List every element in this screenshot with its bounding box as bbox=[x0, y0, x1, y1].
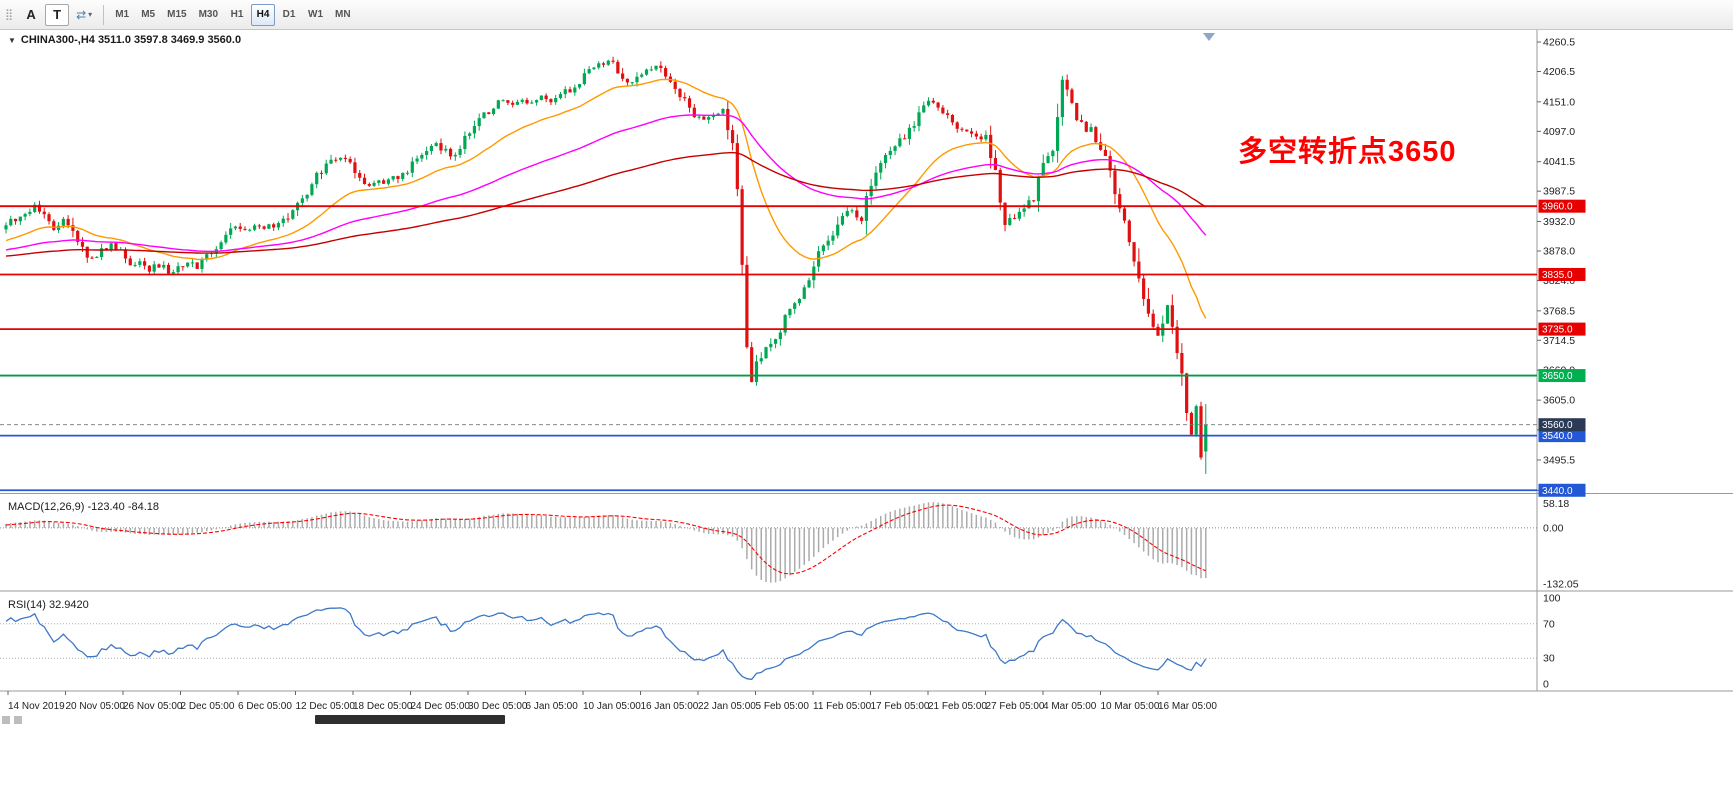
svg-text:3650.0: 3650.0 bbox=[1542, 371, 1573, 382]
rsi-line bbox=[5, 607, 1207, 681]
timeframe-button-h1[interactable]: H1 bbox=[225, 4, 249, 26]
timeframe-button-m1[interactable]: M1 bbox=[110, 4, 134, 26]
scrollbar-fragment bbox=[2, 716, 22, 724]
taskbar-fragment bbox=[315, 715, 505, 724]
rsi-axis-label: 0 bbox=[1543, 679, 1549, 691]
time-label: 17 Feb 05:00 bbox=[871, 701, 930, 712]
price-tick-label: 3605.0 bbox=[1543, 395, 1575, 407]
price-tick-label: 4260.5 bbox=[1543, 37, 1575, 49]
time-label: 11 Feb 05:00 bbox=[813, 701, 872, 712]
price-tag-3650.0: 3650.0 bbox=[1538, 369, 1586, 383]
time-label: 26 Nov 05:00 bbox=[123, 701, 183, 712]
svg-text:3835.0: 3835.0 bbox=[1542, 270, 1573, 281]
time-label: 4 Mar 05:00 bbox=[1043, 701, 1097, 712]
svg-text:3735.0: 3735.0 bbox=[1542, 325, 1573, 336]
timeframe-group: M1 M5 M15 M30 H1 H4 D1 W1 MN bbox=[109, 3, 356, 26]
timeframe-button-m15[interactable]: M15 bbox=[162, 4, 191, 26]
svg-text:3960.0: 3960.0 bbox=[1542, 202, 1573, 213]
time-label: 6 Jan 05:00 bbox=[526, 701, 579, 712]
text-tool-button[interactable]: T bbox=[45, 3, 70, 26]
time-label: 27 Feb 05:00 bbox=[986, 701, 1045, 712]
ma-fast-line[interactable] bbox=[5, 78, 1207, 319]
macd-axis-label: -132.05 bbox=[1543, 578, 1579, 590]
macd-axis-label: 58.18 bbox=[1543, 498, 1569, 510]
time-label: 24 Dec 05:00 bbox=[411, 701, 471, 712]
timeframe-button-mn[interactable]: MN bbox=[330, 4, 356, 26]
macd-histogram bbox=[5, 502, 1207, 583]
time-label: 21 Feb 05:00 bbox=[928, 701, 987, 712]
time-label: 12 Dec 05:00 bbox=[296, 701, 356, 712]
rsi-axis-label: 70 bbox=[1543, 618, 1555, 630]
time-label: 18 Dec 05:00 bbox=[353, 701, 413, 712]
rsi-axis-label: 30 bbox=[1543, 653, 1555, 665]
annotation-tool-button[interactable]: A bbox=[19, 4, 43, 26]
price-tag-3440.0: 3440.0 bbox=[1538, 483, 1586, 497]
chart-annotation[interactable]: 多空转折点3650 bbox=[1238, 136, 1457, 168]
time-label: 2 Dec 05:00 bbox=[181, 701, 235, 712]
time-label: 5 Feb 05:00 bbox=[756, 701, 810, 712]
cursor-tool-icon: ⇄ bbox=[76, 7, 87, 22]
price-tick-label: 3495.5 bbox=[1543, 454, 1575, 466]
timeframe-button-h4[interactable]: H4 bbox=[251, 3, 276, 26]
timeframe-button-w1[interactable]: W1 bbox=[303, 4, 328, 26]
macd-axis-label: 0.00 bbox=[1543, 522, 1564, 534]
price-tick-label: 4151.0 bbox=[1543, 96, 1575, 108]
price-tick-label: 4206.5 bbox=[1543, 66, 1575, 78]
price-tick-label: 4041.5 bbox=[1543, 156, 1575, 168]
chart-shift-marker-icon[interactable] bbox=[1203, 33, 1215, 41]
chart-region: 4260.5 4206.5 4151.0 4097.0 4041.5 3987.5 3932… bbox=[0, 30, 1733, 713]
svg-text:3440.0: 3440.0 bbox=[1542, 486, 1573, 497]
time-label: 14 Nov 2019 bbox=[8, 701, 65, 712]
time-label: 10 Jan 05:00 bbox=[583, 701, 641, 712]
time-label: 16 Mar 05:00 bbox=[1158, 701, 1217, 712]
macd-signal-line bbox=[5, 504, 1207, 575]
price-tag-3540.0: 3540.0 bbox=[1538, 429, 1586, 443]
price-tag-3835.0: 3835.0 bbox=[1538, 267, 1586, 281]
toolbar-grip-icon[interactable]: ⣿ bbox=[5, 9, 14, 21]
timeframe-button-d1[interactable]: D1 bbox=[277, 4, 301, 26]
chart-canvas[interactable]: 4260.5 4206.5 4151.0 4097.0 4041.5 3987.5 3932… bbox=[0, 30, 1733, 713]
candlesticks bbox=[4, 56, 1208, 474]
price-tick-label: 3932.0 bbox=[1543, 216, 1575, 228]
time-label: 6 Dec 05:00 bbox=[238, 701, 292, 712]
price-tick-label: 3987.5 bbox=[1543, 186, 1575, 198]
price-tag-3735.0: 3735.0 bbox=[1538, 322, 1586, 336]
time-label: 22 Jan 05:00 bbox=[698, 701, 756, 712]
timeframe-button-m30[interactable]: M30 bbox=[194, 4, 223, 26]
current-price-tag: 3560.0 bbox=[1538, 418, 1586, 432]
time-label: 16 Jan 05:00 bbox=[641, 701, 699, 712]
toolbar-separator bbox=[103, 4, 105, 25]
cursor-tool-button[interactable]: ⇄ ▾ bbox=[71, 4, 97, 26]
timeframe-button-m5[interactable]: M5 bbox=[136, 4, 160, 26]
svg-text:3560.0: 3560.0 bbox=[1542, 420, 1573, 431]
price-tag-3960.0: 3960.0 bbox=[1538, 199, 1586, 213]
ma-mid-line[interactable] bbox=[5, 114, 1207, 253]
ma-slow-line[interactable] bbox=[5, 151, 1207, 257]
price-tick-label: 3714.5 bbox=[1543, 335, 1575, 347]
price-tick-label: 3768.5 bbox=[1543, 305, 1575, 317]
time-label: 20 Nov 05:00 bbox=[66, 701, 126, 712]
time-label: 10 Mar 05:00 bbox=[1101, 701, 1160, 712]
rsi-axis-label: 100 bbox=[1543, 593, 1561, 605]
chevron-down-icon: ▾ bbox=[88, 10, 93, 19]
bottom-strip bbox=[0, 713, 1733, 798]
price-tick-label: 4097.0 bbox=[1543, 126, 1575, 138]
time-label: 30 Dec 05:00 bbox=[468, 701, 528, 712]
svg-text:3540.0: 3540.0 bbox=[1542, 431, 1573, 442]
price-tick-label: 3878.0 bbox=[1543, 245, 1575, 257]
toolbar: ⣿ A T ⇄ ▾ M1 M5 M15 M30 H1 H4 D1 W1 MN bbox=[0, 0, 1733, 30]
